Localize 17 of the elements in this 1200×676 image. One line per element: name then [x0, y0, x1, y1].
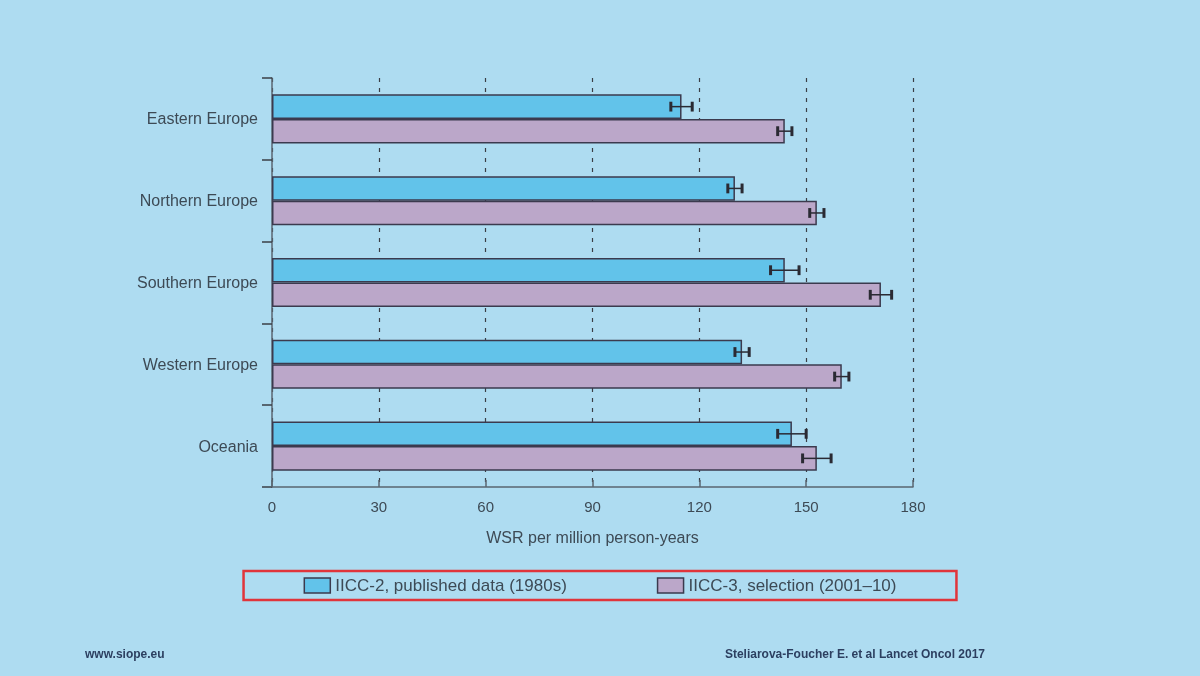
- x-tick-label: 60: [477, 498, 495, 515]
- x-axis-title: WSR per million person-years: [486, 528, 699, 546]
- x-tick-label: 90: [584, 498, 601, 515]
- x-tick-label: 180: [900, 498, 926, 515]
- x-tick-label: 30: [370, 498, 388, 515]
- y-tick-label: Oceania: [198, 437, 259, 455]
- y-tick-label: Southern Europe: [137, 274, 259, 291]
- text: Steliarova-Foucher E. et al Lancet Oncol 2017: [724, 647, 986, 661]
- legend-label: IICC-2, published data (1980s): [335, 576, 567, 595]
- text: www.siope.eu: [84, 647, 165, 661]
- x-tick-label: 120: [686, 498, 712, 515]
- x-tick-label: 0: [267, 498, 277, 515]
- legend-label: IICC-3, selection (2001–10): [688, 576, 897, 595]
- y-tick-label: Western Europe: [142, 355, 259, 373]
- x-tick-label: 150: [793, 498, 819, 515]
- y-tick-label: Northern Europe: [139, 192, 259, 210]
- y-tick-label: Eastern Europe: [146, 110, 259, 128]
